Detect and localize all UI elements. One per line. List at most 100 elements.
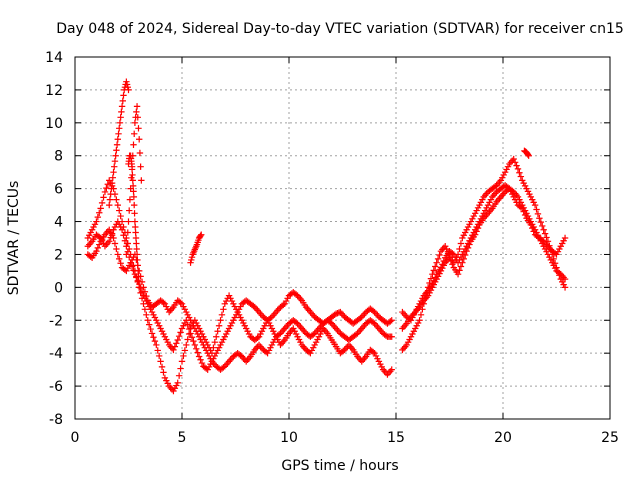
data-point bbox=[157, 325, 164, 332]
data-point bbox=[161, 333, 169, 340]
data-point bbox=[158, 363, 166, 371]
data-point bbox=[268, 325, 276, 332]
data-point bbox=[223, 330, 230, 338]
data-point bbox=[297, 339, 304, 346]
data-point bbox=[114, 136, 121, 143]
data-point bbox=[510, 155, 517, 163]
data-point bbox=[161, 300, 169, 308]
data-point bbox=[294, 333, 301, 340]
data-point bbox=[123, 81, 131, 88]
data-point bbox=[174, 336, 181, 344]
data-point bbox=[160, 299, 167, 306]
data-point bbox=[183, 341, 190, 349]
data-point bbox=[117, 114, 124, 121]
data-point bbox=[187, 330, 194, 337]
data-point bbox=[87, 253, 94, 260]
y-tick-label: 8 bbox=[54, 149, 63, 165]
data-point bbox=[432, 263, 439, 270]
data-point bbox=[442, 243, 449, 250]
data-point bbox=[124, 248, 131, 255]
data-point bbox=[131, 201, 138, 209]
data-point bbox=[175, 332, 183, 340]
data-point bbox=[371, 349, 378, 357]
data-point bbox=[461, 245, 469, 253]
data-point bbox=[238, 317, 246, 324]
data-point bbox=[533, 206, 540, 213]
data-point bbox=[131, 218, 139, 225]
data-point bbox=[267, 314, 274, 322]
data-point bbox=[133, 240, 140, 247]
data-point bbox=[556, 245, 563, 253]
data-point bbox=[108, 179, 116, 187]
data-point bbox=[554, 248, 562, 255]
data-point bbox=[459, 251, 466, 258]
data-point bbox=[476, 218, 483, 225]
data-point bbox=[123, 78, 130, 85]
data-point bbox=[198, 339, 206, 346]
data-point bbox=[526, 190, 533, 198]
data-point bbox=[191, 341, 199, 349]
data-point bbox=[113, 245, 120, 253]
data-point bbox=[120, 232, 127, 239]
data-point bbox=[506, 185, 513, 192]
data-point bbox=[456, 245, 463, 253]
data-point bbox=[217, 341, 224, 349]
data-point bbox=[237, 352, 244, 359]
data-point bbox=[314, 336, 321, 343]
data-point bbox=[447, 257, 455, 265]
data-point bbox=[474, 221, 482, 228]
data-point bbox=[198, 359, 206, 367]
data-point bbox=[464, 240, 472, 247]
data-point bbox=[463, 243, 470, 250]
data-point bbox=[546, 253, 553, 261]
data-point bbox=[218, 339, 226, 346]
data-point bbox=[134, 262, 141, 269]
data-point bbox=[267, 322, 274, 329]
data-point bbox=[134, 267, 142, 275]
data-point bbox=[311, 341, 318, 349]
data-point bbox=[517, 173, 525, 180]
data-point bbox=[537, 218, 545, 226]
data-point bbox=[143, 311, 150, 318]
data-point bbox=[275, 331, 283, 338]
data-point bbox=[124, 229, 131, 236]
data-point bbox=[227, 295, 234, 302]
y-tick-label: 2 bbox=[54, 247, 63, 263]
data-point bbox=[210, 344, 217, 351]
data-point bbox=[228, 297, 236, 305]
data-point bbox=[94, 244, 102, 252]
data-point bbox=[130, 141, 137, 148]
data-point bbox=[180, 322, 187, 329]
data-point bbox=[521, 182, 529, 190]
data-point bbox=[457, 240, 465, 247]
y-tick-label: 14 bbox=[45, 50, 63, 66]
series-spike3 bbox=[125, 152, 143, 291]
data-point bbox=[185, 314, 193, 321]
data-point bbox=[118, 226, 126, 233]
data-point bbox=[523, 185, 530, 192]
data-point bbox=[375, 358, 383, 365]
data-point bbox=[231, 314, 238, 321]
data-point bbox=[106, 238, 113, 245]
data-point bbox=[84, 234, 92, 242]
y-tick-label: -4 bbox=[49, 346, 63, 362]
x-tick-label: 10 bbox=[280, 430, 298, 446]
data-point bbox=[135, 125, 142, 132]
x-tick-label: 0 bbox=[71, 430, 80, 446]
data-point bbox=[553, 251, 560, 258]
chart-title: Day 048 of 2024, Sidereal Day-to-day VTE… bbox=[56, 21, 624, 37]
data-point bbox=[530, 228, 537, 235]
data-point bbox=[369, 348, 377, 356]
data-point bbox=[190, 322, 197, 329]
data-point bbox=[195, 333, 203, 340]
data-point bbox=[123, 243, 130, 250]
data-point bbox=[317, 330, 324, 338]
data-point bbox=[107, 190, 114, 198]
data-point bbox=[290, 325, 297, 332]
data-point bbox=[541, 230, 549, 237]
data-point bbox=[524, 151, 532, 158]
data-point bbox=[185, 325, 193, 333]
data-point bbox=[312, 339, 320, 346]
data-point bbox=[378, 363, 385, 371]
data-point bbox=[118, 108, 125, 116]
